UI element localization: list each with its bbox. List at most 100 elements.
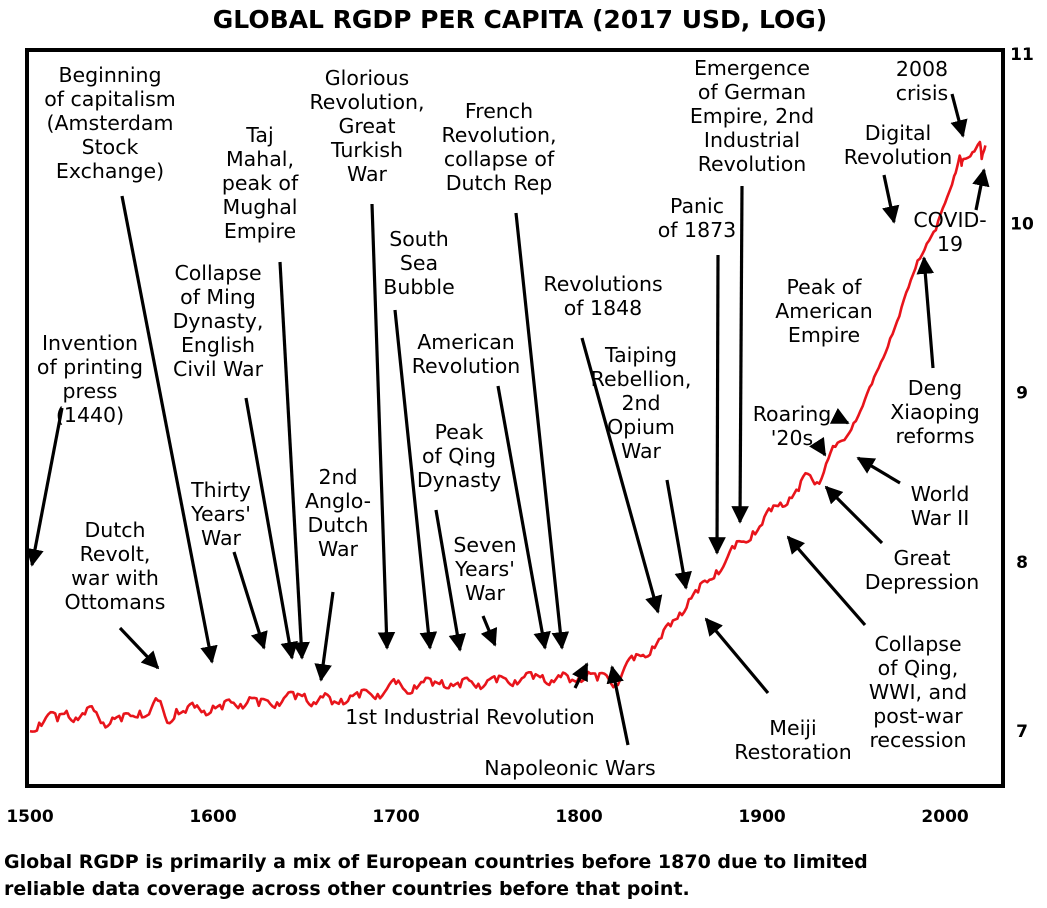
annotation-arrow [26,407,64,567]
annotation-line: Bubble [383,275,454,299]
annotation-line: Years' [190,502,251,526]
annotation-label: Deng Xiaoping reforms [890,376,980,448]
annotation-arrow [731,185,749,524]
annotation-line: 19 [937,232,963,256]
annotation-line: Mahal, [226,147,294,171]
annotation-line: '20s [771,426,813,450]
y-tick-label: 8 [1016,553,1028,573]
series-line-rgdp [29,140,987,733]
annotation-line: Digital [865,121,932,145]
x-tick-label: 1500 [6,807,53,827]
annotation-arrow [606,665,630,746]
annotation-label: Peak of Qing Dynasty [417,420,501,492]
annotation-line: Seven [453,533,516,557]
annotation-line: Great [338,114,395,138]
x-tick-label: 1900 [738,807,785,827]
annotation-line: COVID- [913,208,986,232]
annotation-line: American [417,330,515,354]
annotation-line: Sea [400,251,438,275]
y-tick-label: 7 [1016,722,1028,742]
annotation-line: Rebellion, [591,367,692,391]
annotation-line: War II [911,506,970,530]
y-tick-label: 11 [1010,45,1034,65]
footnote: Global RGDP is primarily a mix of Europe… [4,851,868,900]
annotation-label: Digital Revolution [844,121,953,169]
annotation-line: Collapse [174,261,261,285]
annotation-arrow [244,397,298,660]
annotation-line: French [465,99,533,123]
annotation-line: Roaring [753,402,832,426]
annotation-line: Taiping [604,343,677,367]
annotation-arrow [480,615,498,647]
annotation-line: reforms [895,424,974,448]
annotation-line: American [775,299,873,323]
annotation-line: Thirty [190,478,251,502]
annotation-line: recession [869,728,966,752]
annotation-line: Deng [908,376,962,400]
annotation-line: South [389,227,449,251]
annotation-label: South Sea Bubble [383,227,454,299]
annotation-line: (1440) [56,403,124,427]
annotation-line: Peak of [787,275,863,299]
x-tick-label: 1800 [555,807,602,827]
annotation-line: Revolt, [80,542,151,566]
annotation-arrow [496,385,551,650]
annotations: Invention of printing press (1440) Beginning… [26,56,990,780]
annotation-line: of Qing, [878,656,959,680]
annotation-label: 2nd Anglo-Dutch War [305,465,371,561]
annotation-label: Collapse of Ming Dynasty, English Civil War [173,261,264,381]
annotation-label: Revolutions of 1848 [543,272,662,320]
annotation-arrow [704,617,770,695]
annotation-line: 2nd [621,391,660,415]
annotation-line: Restoration [734,740,851,764]
annotation-line: 2008 [896,57,948,81]
annotation-line: Napoleonic Wars [484,756,655,780]
annotation-line: collapse of [444,147,555,171]
annotation-line: of printing [37,355,143,379]
annotation-label: Collapse of Qing, WWI, and post-war recessio… [869,632,967,752]
annotation-arrow [809,436,827,457]
annotation-arrow [882,174,900,224]
annotation-line: Dutch Rep [446,171,553,195]
annotation-line: War [465,581,506,605]
annotation-line: Civil War [173,357,264,381]
annotation-line: Revolution [698,152,807,176]
annotation-label: Great Depression [865,546,980,594]
annotation-arrow [580,337,663,614]
annotation-line: of 1873 [658,218,736,242]
annotation-label: Beginning of capitalism (Amsterdam Stock Exc… [44,63,175,183]
annotation-line: of capitalism [44,87,175,111]
annotation-line: Turkish [330,138,403,162]
annotation-line: Revolution [412,354,521,378]
annotation-line: Taj [245,123,273,147]
x-tick-label: 1600 [189,807,236,827]
annotation-line: Great [893,546,950,570]
annotation-arrow [916,256,935,369]
annotation-arrow [824,485,884,545]
annotation-arrow [950,93,968,138]
annotation-line: World [911,482,970,506]
annotation-arrow [314,591,335,682]
annotation-arrow [120,195,218,664]
annotation-label: American Revolution [412,330,521,378]
annotation-arrow [572,662,589,689]
annotation-line: of German [698,80,806,104]
annotation-line: Dynasty [417,468,501,492]
annotation-line: Exchange) [56,159,164,183]
annotation-line: Stock [82,135,139,159]
annotation-line: Beginning [58,63,161,87]
annotation-label: Seven Years' War [453,533,516,605]
annotation-arrow [829,408,850,425]
annotation-line: War [201,526,242,550]
annotation-arrow [786,535,867,627]
annotation-line: Xiaoping [890,400,980,424]
y-axis: 7 8 9 10 11 [1010,45,1034,742]
annotation-label: Glorious Revolution, Great Turkish War [309,66,424,186]
chart-title: GLOBAL RGDP PER CAPITA (2017 USD, LOG) [213,5,827,34]
annotation-arrow [393,309,438,650]
annotation-line: Dutch [307,513,368,537]
annotation-line: Anglo- [305,489,371,513]
annotation-line: 2nd [318,465,357,489]
annotation-line: Empire [788,323,860,347]
